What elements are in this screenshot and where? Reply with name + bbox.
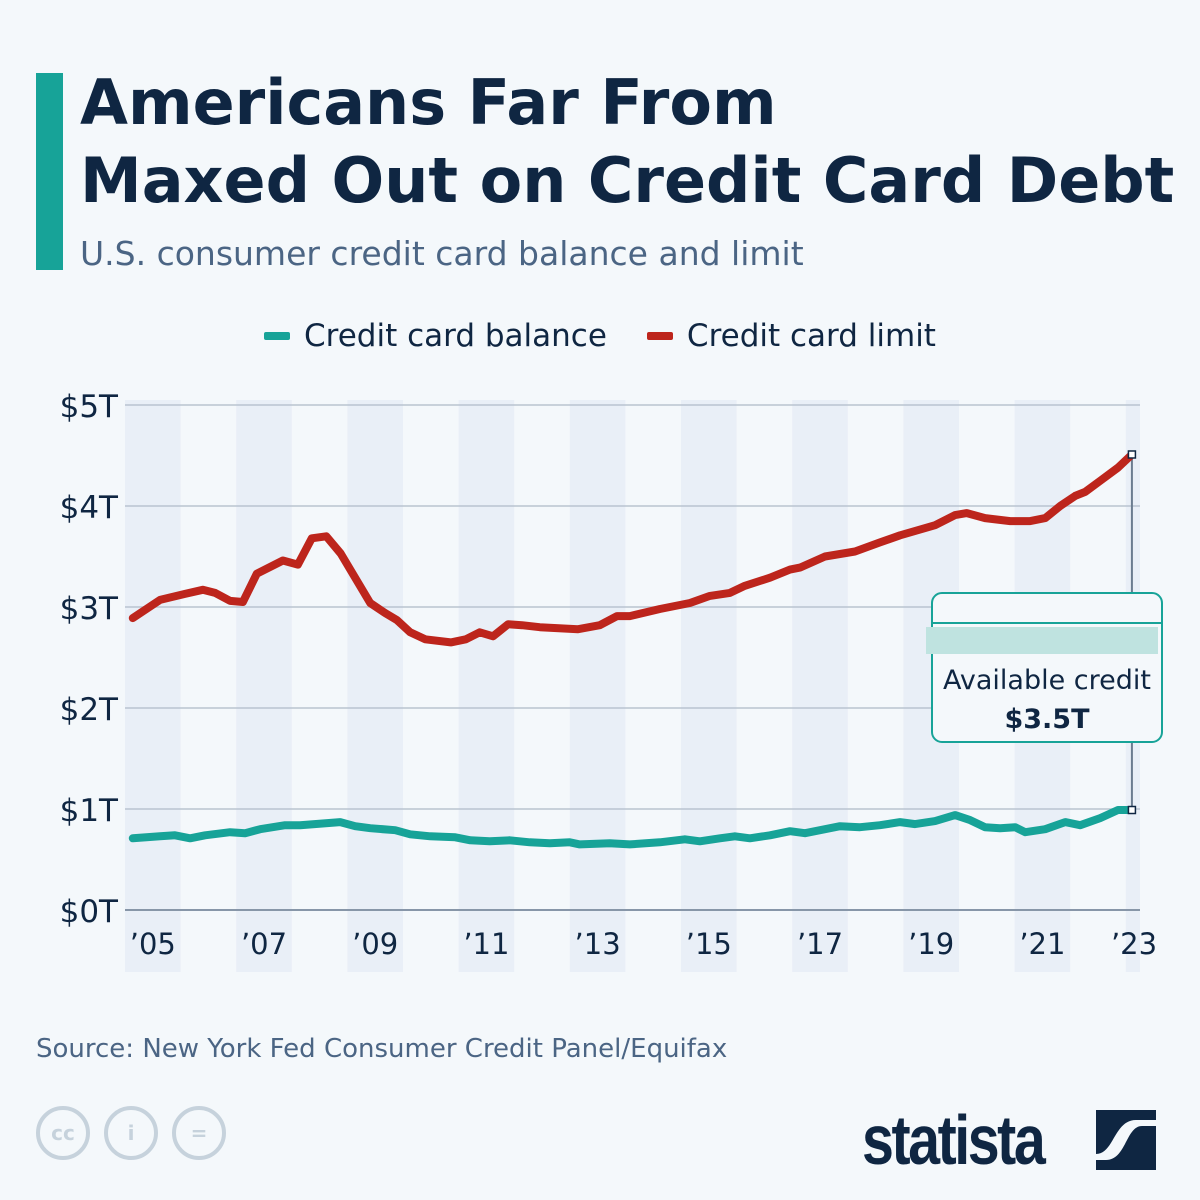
y-tick-label: $0T [60,894,119,930]
attribution-icon: i [104,1106,158,1160]
legend-swatch-limit [646,332,673,340]
year-band [125,400,181,972]
y-tick-label: $3T [60,591,119,627]
year-band [236,400,292,972]
year-band [347,400,403,972]
year-band [681,400,737,972]
callout-value: $3.5T [1004,704,1090,735]
subtitle: U.S. consumer credit card balance and li… [80,234,804,273]
limit-line [128,450,1136,647]
no-derivatives-icon: = [172,1106,226,1160]
statista-logo-icon [1096,1110,1156,1170]
balance-end-marker [1127,805,1137,815]
callout-band [926,627,1158,654]
year-band [792,400,848,972]
cc-icon: cc [36,1106,90,1160]
statista-logo: statista [862,1100,1156,1180]
callout-label: Available credit [943,665,1151,696]
license-icons: cc i = [36,1106,226,1160]
y-tick-label: $1T [60,793,119,829]
source-note: Source: New York Fed Consumer Credit Pan… [36,1034,728,1064]
year-band [569,400,626,972]
year-band [458,400,515,972]
x-tick-label: ’15 [686,927,732,961]
x-tick-label: ’13 [575,927,621,961]
legend-swatch-balance [264,332,291,340]
x-tick-label: ’17 [797,927,843,961]
y-tick-label: $2T [60,692,119,728]
legend-item-balance: Credit card balance [264,318,607,354]
x-tick-label: ’19 [908,927,954,961]
title-line-1: Americans Far From [80,66,777,139]
title-line-2: Maxed Out on Credit Card Debt [80,144,1175,217]
statista-wordmark: statista [862,1101,1046,1179]
x-tick-label: ’09 [352,927,398,961]
x-tick-label: ’21 [1019,927,1065,961]
legend-label-balance: Credit card balance [304,318,607,354]
legend-label-limit: Credit card limit [686,318,936,354]
legend-item-limit: Credit card limit [646,318,936,354]
legend: Credit card balance Credit card limit [0,318,1200,354]
x-tick-label: ’11 [463,927,509,961]
x-tick-label: ’05 [130,927,176,961]
limit-end-marker [1127,450,1137,459]
y-tick-label: $4T [60,490,119,526]
page-title: Americans Far From Maxed Out on Credit Ca… [80,64,1174,220]
x-tick-label: ’23 [1111,927,1157,961]
line-chart: $0T $1T $2T $3T $4T $5T ’05 ’07 ’09 ’11 ’13 ’15 ’17 ’… [60,389,1163,972]
title-accent-bar [36,73,63,270]
available-credit-callout: Available credit $3.5T [926,592,1163,743]
y-tick-label: $5T [60,389,119,425]
x-tick-label: ’07 [241,927,287,961]
balance-line [128,806,1136,849]
